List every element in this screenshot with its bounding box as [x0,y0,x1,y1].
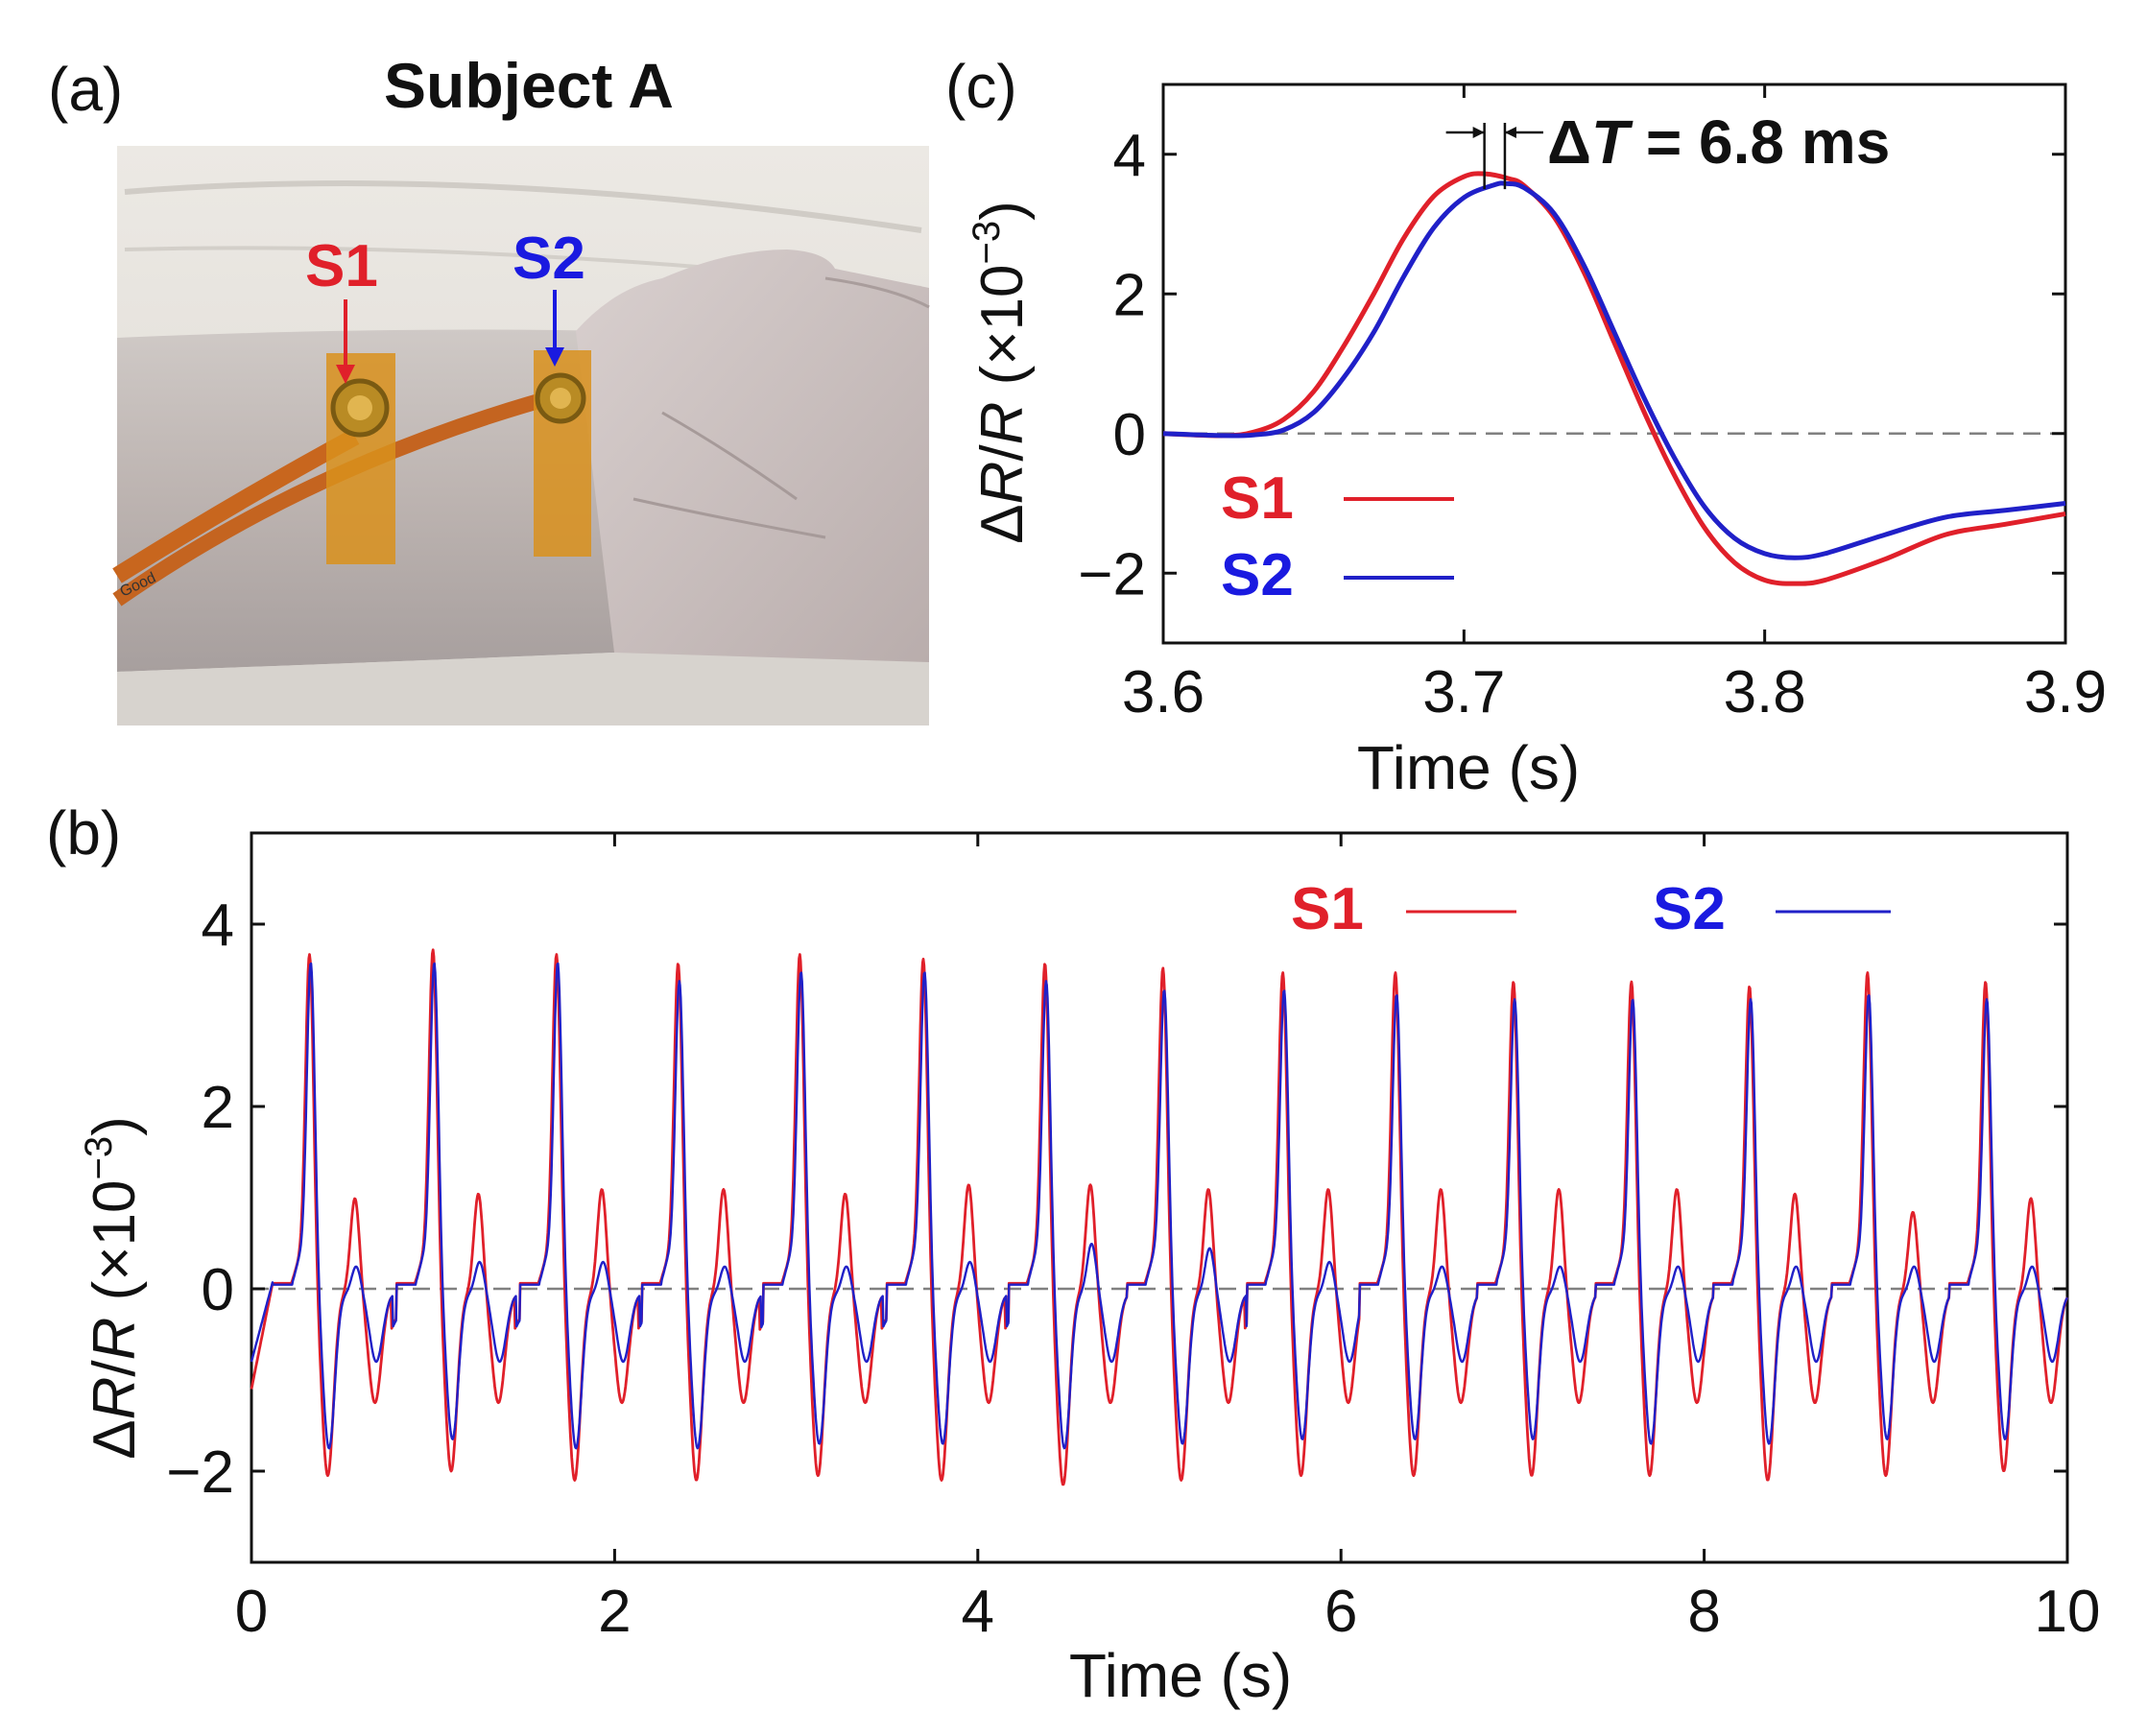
panel-b-y-tick-label: 2 [202,1075,234,1141]
panel-b-series-s1 [250,948,2069,1486]
panel-b-legend-s1: S1 [1291,876,1364,942]
panel-a-label: (a) [48,55,123,124]
panel-b-axes-frame [250,831,2069,1564]
panel-c-y-tick-label: 2 [1113,262,1146,328]
panel-b-x-axis-label: Time (s) [1069,1641,1292,1710]
panel-c-x-tick-label: 3.6 [1122,659,1205,725]
panel-b-y-tick-label: −2 [166,1439,234,1506]
panel-b-x-tick-label: 6 [1324,1579,1357,1645]
panel-b-x-tick-label: 0 [235,1579,268,1645]
panel-b-legend-s2: S2 [1653,876,1726,942]
sensor-cable-1 [112,429,360,583]
delta-t-arrowhead-left [1472,127,1485,138]
subject-title: Subject A [384,50,674,121]
sensor-arrowhead-s2 [545,347,564,367]
panel-c-x-tick-label: 3.7 [1422,659,1505,725]
sensor-label-s2: S2 [513,226,585,292]
delta-t-arrowhead-right [1504,127,1516,138]
panel-c-x-axis-label: Time (s) [1357,733,1580,802]
panel-c-x-tick-label: 3.9 [2024,659,2107,725]
panel-b-plot: 0 2 4 6 8 10 −2 0 2 4 [166,831,2101,1645]
panel-b-series-s2 [250,962,2069,1450]
panel-c-plot: 3.6 3.7 3.8 3.9 −2 0 2 4 [1078,83,2107,725]
panel-b-y-axis-label: ΔR/R (×10−3) [78,1116,148,1460]
panel-c-legend-s2: S2 [1221,542,1294,608]
panel-c-y-axis-label: ΔR/R (×10−3) [966,201,1036,544]
panel-c-axes-frame [1161,83,2067,645]
panel-c-label: (c) [945,52,1017,121]
panel-b-x-tick-label: 2 [598,1579,631,1645]
panel-a: (a) Subject A Good [48,50,930,725]
sensor-arrowhead-s1 [336,365,355,384]
panel-c: (c) 3.6 3.7 3.8 3.9 −2 0 2 4 Time (s) ΔR/R (×10… [945,52,2107,802]
wrist-photo: Good [112,146,930,725]
panel-b-y-tick-label: 4 [202,892,234,959]
panel-c-y-tick-label: 0 [1113,402,1146,468]
sensor-label-s1: S1 [305,233,378,299]
panel-b-y-tick-label: 0 [202,1257,234,1323]
panel-b-x-tick-label: 10 [2035,1579,2101,1645]
panel-c-legend-s1: S1 [1221,465,1294,532]
panel-b-label: (b) [46,798,121,868]
panel-c-y-tick-label: 4 [1113,123,1146,189]
panel-b-x-tick-label: 4 [962,1579,994,1645]
panel-c-series-s2 [1162,180,2066,560]
panel-b-x-tick-label: 8 [1687,1579,1720,1645]
panel-c-x-tick-label: 3.8 [1724,659,1806,725]
panel-c-y-tick-label: −2 [1078,541,1146,607]
delta-t-annotation: ΔT = 6.8 ms [1547,107,1890,177]
panel-b: (b) 0 2 4 6 8 10 −2 0 2 4 Time (s) ΔR/R (×10−3) S… [46,798,2100,1710]
